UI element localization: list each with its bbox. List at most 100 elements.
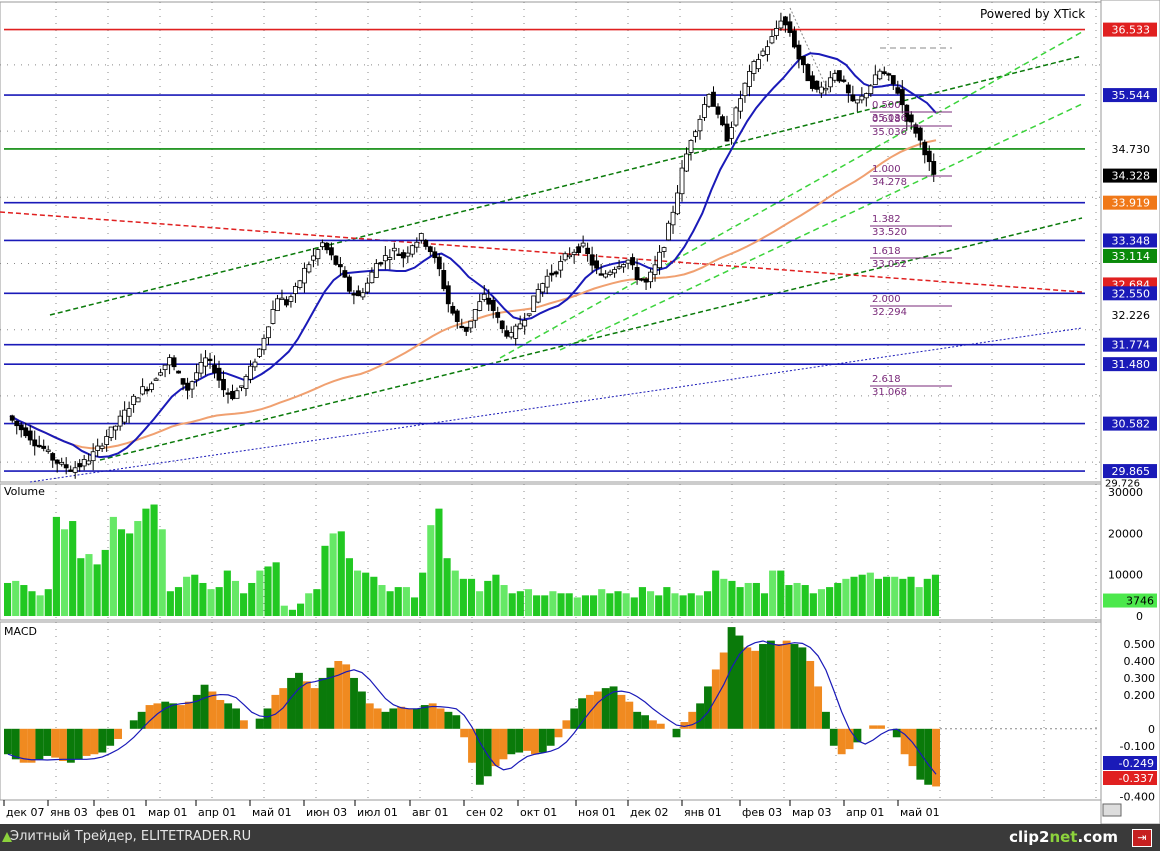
macd-bar <box>184 701 193 729</box>
axis-badge-label: 35.544 <box>1112 89 1151 102</box>
volume-bar <box>703 591 712 616</box>
volume-bar <box>500 585 508 616</box>
candle-body <box>594 260 600 269</box>
candle-body <box>234 390 240 399</box>
volume-bar <box>850 576 858 616</box>
candle-body <box>158 372 163 376</box>
x-tick-label: апр 01 <box>198 806 236 819</box>
volume-bar <box>899 578 907 616</box>
macd-title: MACD <box>4 625 37 638</box>
macd-bar <box>727 627 736 729</box>
volume-bar <box>793 582 801 616</box>
macd-bar <box>538 728 547 753</box>
candle-body <box>306 264 312 273</box>
volume-bar <box>598 589 606 616</box>
candle-body <box>859 95 865 101</box>
candle-body <box>886 73 892 76</box>
candle-body <box>679 167 685 195</box>
candle-body <box>77 463 83 468</box>
macd-bar <box>475 728 484 785</box>
macd-bar <box>900 728 909 755</box>
macd-bar <box>593 691 602 729</box>
candle-body <box>149 383 154 390</box>
macd-bar <box>798 647 807 729</box>
candle-body <box>805 64 811 82</box>
volume-tick-label: 10000 <box>1108 569 1143 582</box>
macd-bar <box>19 728 28 763</box>
candle-body <box>922 141 928 156</box>
macd-bar <box>680 722 689 729</box>
volume-bar <box>712 570 720 616</box>
candle-body <box>684 153 689 172</box>
exit-icon[interactable]: ⇥ <box>1132 829 1152 847</box>
candle-body <box>450 305 456 314</box>
macd-bar <box>208 691 217 729</box>
candle-body <box>800 56 806 66</box>
macd-bar <box>287 677 296 729</box>
candle-body <box>540 283 546 293</box>
candle-body <box>337 264 343 268</box>
volume-bar <box>109 516 117 616</box>
candle-body <box>697 118 703 132</box>
macd-bar <box>609 686 618 729</box>
candle-body <box>122 409 128 423</box>
candle-body <box>774 28 779 36</box>
fib-price-label: 33.520 <box>872 227 907 238</box>
candle-body <box>657 251 662 269</box>
macd-bar <box>562 720 571 729</box>
axis-badge <box>1103 195 1157 210</box>
macd-bar <box>554 728 563 738</box>
brand-suffix: .com <box>1077 828 1118 846</box>
candle-body <box>108 426 114 438</box>
macd-bar <box>200 684 209 729</box>
chart-canvas: 0.50035.0360.61835.0361.00034.2781.38233… <box>0 0 1160 824</box>
candle-body <box>203 357 208 367</box>
candle-body <box>567 254 573 258</box>
volume-bar <box>248 582 256 616</box>
macd-bar <box>822 711 830 729</box>
macd-bar <box>405 708 414 729</box>
clip2net-brand[interactable]: clip2net.com <box>1009 828 1118 846</box>
macd-tick-label: 0 <box>1148 723 1155 736</box>
candle-body <box>270 309 276 324</box>
macd-badge-label: -0.249 <box>1119 757 1154 770</box>
axis-badge-label: 33.348 <box>1112 234 1151 247</box>
axis-badge-label: 33.919 <box>1112 197 1151 210</box>
candle-body <box>818 86 824 94</box>
axis-badge-label: 29.865 <box>1112 465 1151 478</box>
macd-bar <box>648 720 657 729</box>
candle-body <box>913 124 919 134</box>
candle-body <box>131 395 137 405</box>
candle-body <box>881 71 887 74</box>
volume-bar <box>484 580 492 616</box>
candle-body <box>391 247 397 252</box>
macd-bar <box>350 677 358 729</box>
candle-body <box>90 451 96 462</box>
candle-body <box>252 361 258 368</box>
candle-body <box>756 59 761 70</box>
volume-bar <box>883 576 891 616</box>
x-tick-label: дек 02 <box>630 806 669 819</box>
axis-badge-label: 31.774 <box>1112 339 1151 352</box>
candle-body <box>504 330 510 337</box>
volume-bar <box>419 572 427 616</box>
volume-bar <box>646 591 655 616</box>
candle-body <box>167 357 172 366</box>
macd-bar <box>98 728 107 753</box>
candle-body <box>279 297 285 301</box>
candle-body <box>841 79 847 82</box>
fib-price-label: 32.294 <box>872 307 907 318</box>
volume-last-label: 3746 <box>1126 595 1154 608</box>
candle-body <box>436 256 442 270</box>
volume-bar <box>931 574 939 616</box>
candle-body <box>54 459 60 464</box>
volume-bar <box>671 593 679 616</box>
candle-body <box>823 87 829 91</box>
fib-price-label: 33.052 <box>872 259 907 270</box>
macd-bar <box>302 681 311 729</box>
candle-body <box>36 444 42 448</box>
volume-bar <box>606 593 614 616</box>
candle-body <box>917 127 923 141</box>
axis-badge <box>1103 416 1157 431</box>
volume-bar <box>386 591 394 616</box>
